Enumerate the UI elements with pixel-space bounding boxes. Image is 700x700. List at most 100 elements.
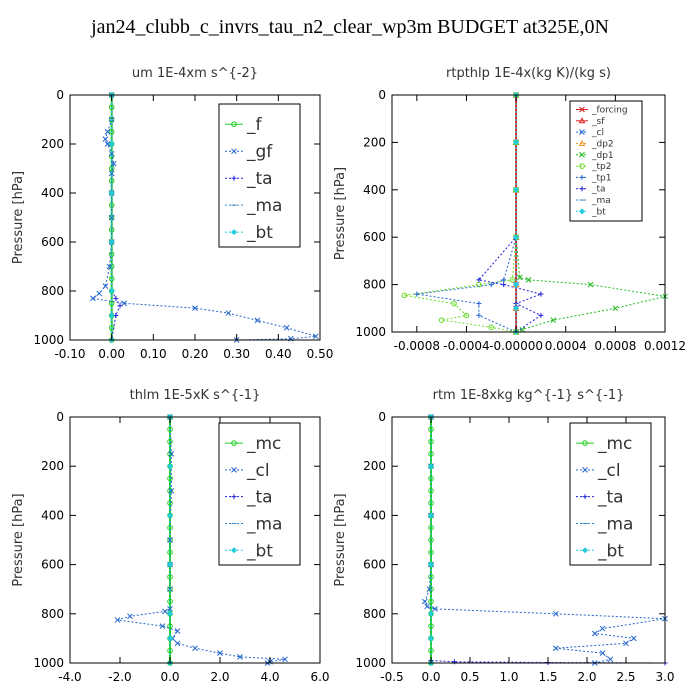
- data-point: [612, 305, 619, 312]
- y-tick-label: 400: [363, 508, 386, 522]
- x-tick-label: -2.0: [108, 670, 131, 684]
- x-tick-label: 6.0: [310, 670, 329, 684]
- legend-entry-ma: _ma: [576, 514, 633, 534]
- legend-label: _tp1: [591, 173, 611, 183]
- x-tick-label: 1.0: [499, 670, 518, 684]
- legend-label: _ta: [597, 488, 624, 508]
- data-point: [167, 598, 173, 605]
- series-line: [91, 95, 316, 341]
- data-point: [254, 317, 261, 324]
- legend-label: _bt: [246, 223, 273, 243]
- x-tick-label: 0.30: [223, 347, 250, 361]
- x-tick-label: 2.0: [577, 670, 596, 684]
- legend-entry-bt: _bt: [225, 541, 273, 561]
- data-point: [231, 175, 237, 181]
- data-point: [104, 128, 111, 135]
- data-point: [513, 305, 520, 312]
- data-point: [579, 186, 585, 192]
- data-point: [538, 312, 544, 318]
- y-axis-label: Pressure [hPa]: [11, 493, 26, 586]
- series-line: [424, 417, 666, 664]
- data-point: [630, 635, 637, 642]
- legend-entry-bt: _bt: [576, 207, 606, 217]
- legend-label: _tp2: [591, 162, 611, 172]
- data-point: [282, 656, 288, 663]
- x-tick-label: 2.5: [616, 670, 635, 684]
- legend: _mc _cl _ta _ma _bt: [218, 422, 301, 566]
- y-axis-label: Pressure [hPa]: [11, 171, 26, 264]
- legend-entry-sf: _sf: [576, 117, 605, 127]
- plot-frame: [391, 416, 666, 664]
- y-tick-label: 800: [41, 607, 64, 621]
- data-point: [108, 141, 115, 147]
- legend-label: _ma: [597, 514, 633, 534]
- x-tick-label: 0.0: [160, 670, 179, 684]
- data-point: [501, 277, 507, 283]
- y-tick-label: 0: [56, 88, 64, 102]
- data-point: [167, 610, 173, 617]
- legend-entry-tp1: _tp1: [576, 173, 611, 183]
- data-point: [578, 117, 586, 124]
- data-point: [167, 475, 173, 482]
- data-point: [231, 229, 237, 236]
- data-point: [113, 295, 119, 301]
- data-point: [550, 317, 557, 324]
- data-point: [192, 645, 198, 652]
- data-point: [451, 659, 457, 665]
- legend-entry-f: _f: [225, 115, 263, 135]
- data-point: [607, 656, 614, 663]
- figure-title: jan24_clubb_c_invrs_tau_n2_clear_wp3m BU…: [91, 16, 609, 38]
- legend-entry-gf: _gf: [225, 142, 273, 162]
- data-point: [231, 121, 237, 128]
- data-point: [428, 561, 434, 568]
- legend-entry-ma: _ma: [225, 514, 282, 534]
- series-tp2: [401, 92, 519, 335]
- data-point: [488, 282, 494, 288]
- data-point: [579, 106, 585, 113]
- data-point: [167, 635, 173, 642]
- series-tp1: [414, 92, 519, 335]
- chart-title: um 1E-4xm s^{-2}: [132, 66, 258, 81]
- chart-panel-4: rtm 1E-8xkg kg^{-1} s^{-1} Pressure [hPa]…: [333, 388, 675, 684]
- data-point: [162, 608, 168, 615]
- data-point: [167, 438, 173, 445]
- data-point: [110, 160, 117, 167]
- y-tick-label: 400: [363, 183, 386, 197]
- chart-panel-2: rtpthlp 1E-4x(kg K)/(kg s) Pressure [hPa]…: [333, 66, 686, 353]
- data-point: [428, 512, 434, 519]
- x-tick-label: 3.0: [655, 670, 674, 684]
- legend-entry-mc: _mc: [225, 434, 281, 454]
- data-point: [167, 561, 173, 568]
- data-point: [599, 625, 606, 632]
- legend-entry-ta: _ta: [576, 488, 624, 508]
- x-tick-label: -0.0004: [443, 339, 489, 353]
- y-tick-label: 1000: [355, 656, 386, 670]
- series-bt: [513, 92, 520, 335]
- legend-entry-ma: _ma: [576, 196, 611, 206]
- data-point: [414, 291, 420, 297]
- data-point: [476, 277, 482, 283]
- data-point: [167, 606, 173, 612]
- legend: _f _gf _ta _ma _bt: [218, 103, 301, 248]
- legend-label: _ta: [246, 169, 273, 189]
- series-mc: [428, 414, 434, 666]
- data-point: [108, 116, 115, 123]
- legend-entry-bt: _bt: [225, 223, 273, 243]
- y-tick-label: 400: [41, 186, 64, 200]
- data-point: [513, 234, 520, 241]
- data-point: [623, 640, 629, 647]
- data-point: [217, 650, 223, 657]
- legend-label: _dp1: [591, 151, 614, 161]
- data-point: [552, 645, 559, 652]
- y-tick-label: 600: [41, 235, 64, 249]
- data-point: [579, 163, 585, 169]
- data-point: [582, 494, 588, 500]
- y-axis-label: Pressure [hPa]: [333, 493, 348, 586]
- y-tick-label: 1000: [355, 325, 386, 339]
- data-point: [159, 623, 166, 629]
- y-tick-label: 600: [363, 558, 386, 572]
- data-point: [438, 317, 445, 323]
- data-point: [90, 295, 96, 302]
- data-point: [428, 463, 434, 470]
